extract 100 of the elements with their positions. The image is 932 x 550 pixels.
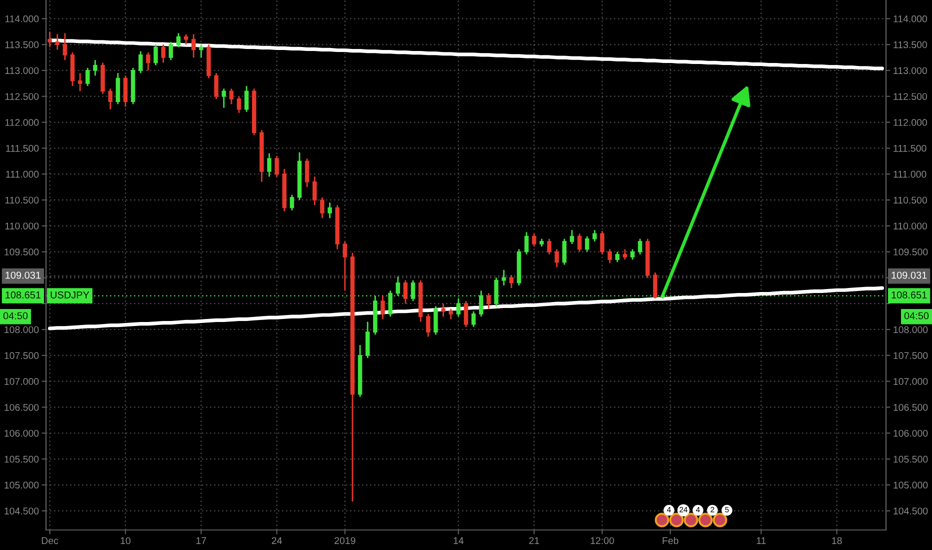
candlestick — [464, 300, 468, 328]
y-tick-label: 105.500 — [4, 456, 39, 463]
y2-tick-label: 108.000 — [894, 326, 928, 334]
candlestick — [244, 85, 249, 113]
candlestick — [93, 59, 98, 76]
text: 108.651 — [892, 291, 927, 298]
x-tick-label: 21 — [529, 537, 540, 544]
candlestick — [554, 248, 559, 268]
x-tick-label: 14 — [454, 537, 464, 544]
candlestick — [615, 251, 620, 263]
y2-tick-label: 106.500 — [894, 404, 928, 411]
candlestick — [154, 44, 158, 66]
candlestick — [108, 88, 112, 110]
candlestick — [441, 302, 446, 318]
y-tick-label: 112.500 — [5, 93, 39, 100]
y-tick-label: 113.000 — [5, 67, 39, 74]
candlestick — [448, 308, 453, 320]
y2-tick-label: 114.000 — [894, 15, 927, 22]
candlestick — [116, 72, 120, 105]
text: 04:50 — [904, 312, 929, 320]
candlestick — [532, 232, 536, 248]
candlestick — [123, 74, 128, 108]
y-tick-label: 110.500 — [5, 196, 39, 204]
candlestick — [304, 158, 310, 188]
candlestick — [403, 280, 408, 304]
y-tick-label: 107.500 — [4, 352, 39, 360]
candlestick — [653, 272, 658, 300]
candlestick — [342, 240, 348, 292]
candlestick — [486, 292, 491, 310]
x-tick-label: 10 — [120, 537, 130, 544]
candlestick — [146, 52, 150, 72]
y2-tick-label: 112.000 — [894, 119, 927, 126]
y2-tick-label: 112.500 — [894, 93, 927, 100]
candlestick — [509, 274, 514, 289]
candlestick — [630, 248, 635, 260]
candlestick — [584, 236, 590, 252]
text: 109.031 — [892, 272, 927, 279]
candlestick — [184, 34, 188, 46]
y2-tick-label: 113.000 — [894, 67, 927, 74]
candlestick — [55, 34, 60, 50]
y-tick-label: 114.000 — [5, 15, 39, 22]
candlestick — [86, 67, 90, 87]
candlestick — [426, 313, 430, 338]
y2-tick-label: 105.500 — [894, 456, 928, 463]
x-tick-label: 17 — [196, 537, 206, 544]
text: 04:50 — [3, 312, 28, 320]
candlestick — [524, 231, 529, 256]
y2-tick-label: 111.500 — [894, 144, 926, 152]
candlestick — [366, 321, 370, 359]
candlestick — [62, 32, 68, 61]
candlestick — [320, 196, 324, 219]
candlestick — [570, 229, 574, 245]
candlestick — [214, 72, 218, 100]
y-tick-label: 111.000 — [6, 170, 39, 178]
candlestick — [161, 44, 166, 64]
candlestick — [502, 269, 506, 286]
y2-tick-label: 109.500 — [894, 248, 928, 256]
candlestick — [638, 238, 642, 256]
candlestick — [229, 88, 234, 105]
x-tick-label: 18 — [832, 537, 842, 544]
candlestick — [199, 44, 204, 58]
candlestick — [456, 298, 461, 318]
ref-line-label: 109.031 — [6, 272, 41, 279]
candlestick — [267, 152, 272, 178]
candlestick — [608, 248, 612, 264]
x-tick-label: 2019 — [334, 537, 356, 544]
candlestick — [328, 202, 332, 219]
y-tick-label: 106.000 — [4, 430, 39, 437]
candlestick — [562, 238, 566, 266]
y-tick-label: 108.000 — [4, 326, 39, 334]
candlestick — [138, 50, 143, 74]
y-tick-label: 104.500 — [4, 508, 39, 514]
y-tick-label: 112.000 — [5, 119, 39, 126]
x-tick-label: 12:00 — [590, 537, 614, 544]
candlestick — [78, 72, 82, 92]
x-tick-label: Feb — [662, 536, 678, 544]
y-tick-label: 105.000 — [4, 482, 39, 489]
y-tick-label: 110.000 — [5, 222, 39, 230]
candlestick — [176, 32, 181, 48]
candlestick — [547, 238, 552, 256]
candlestick — [168, 41, 173, 61]
candlestick — [236, 96, 242, 114]
candlestick — [471, 310, 476, 328]
candlestick — [191, 34, 196, 58]
y2-tick-label: 113.500 — [894, 41, 927, 48]
y-tick-label: 109.500 — [4, 248, 39, 256]
y-tick-label: 113.500 — [5, 41, 39, 48]
ref-line-label: 108.651 — [6, 291, 41, 298]
candlestick — [274, 155, 279, 178]
candlestick — [434, 305, 438, 336]
y2-tick-label: 106.000 — [894, 430, 928, 437]
y-tick-label: 111.500 — [6, 144, 39, 152]
candlestick — [380, 295, 385, 320]
candlestick — [222, 88, 226, 108]
y2-tick-label: 105.000 — [894, 482, 928, 489]
candlestick — [600, 230, 604, 256]
x-tick-label: 11 — [756, 537, 766, 544]
candlestick — [592, 229, 597, 242]
candlestick — [577, 232, 582, 252]
y2-tick-label: 111.000 — [894, 170, 926, 178]
